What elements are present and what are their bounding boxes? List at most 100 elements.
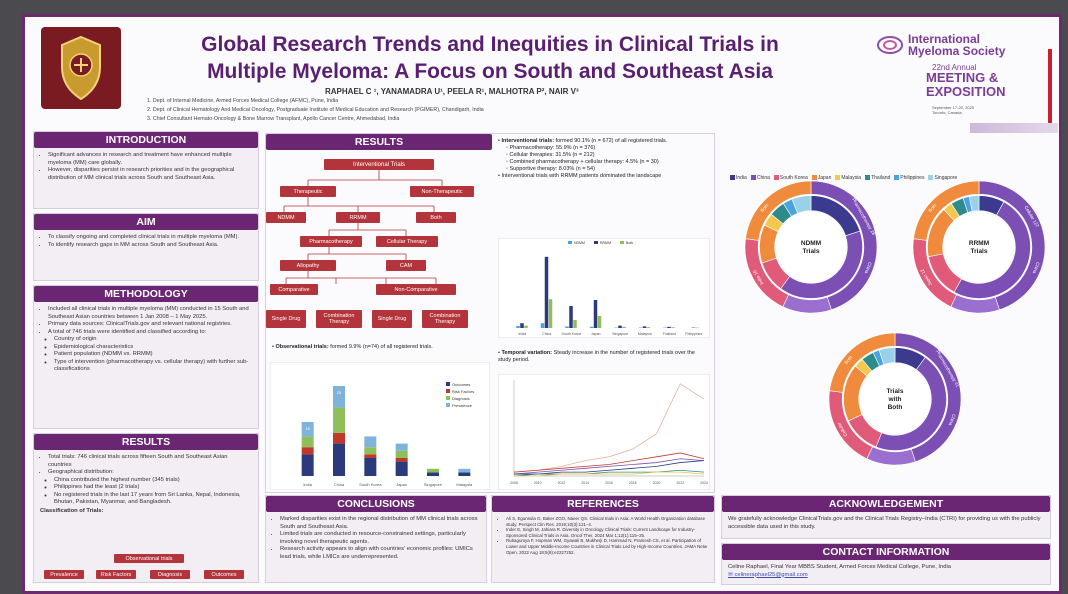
line-tick-2014: 2014 (581, 481, 589, 485)
rrmm-center (944, 212, 1014, 282)
obs-risk-factors: Risk Factors (96, 570, 136, 579)
obs-diagnosis: Diagnosis (150, 570, 190, 579)
results-mid-section: RESULTS Interventional Trials Therapeuti… (265, 133, 715, 493)
int-bar-China-RRMM (545, 257, 549, 328)
flow-interventional: Interventional Trials (324, 159, 434, 170)
int-legend-Both: Both (626, 241, 633, 245)
int-bar-Malaysia-RRMM (643, 326, 647, 328)
obs-bar-South Korea-Risk Factors (364, 454, 376, 458)
temporal-label: Temporal variation: (501, 350, 552, 356)
results-left-heading: RESULTS (34, 434, 258, 450)
obs-bar-Malaysia-Outcomes (458, 472, 470, 476)
obs-trials-box: Observational trials (114, 554, 184, 563)
line-tick-2024: 2024 (700, 481, 708, 485)
line-tick-2010: 2010 (534, 481, 542, 485)
int-bar-Singapore-Both (622, 327, 626, 328)
results-bullet-1: Total trials: 746 clinical trials across… (48, 454, 252, 469)
rrmm-center-label: Trials (971, 248, 988, 255)
int-bar-China-Both (549, 299, 553, 328)
int-bar-Japan-Both (598, 316, 602, 328)
int-legend-NDMM: NDMM (574, 241, 585, 245)
int-tick-Philippines: Philippines (685, 332, 702, 336)
interv-sub-2: ◦ Cellular therapies: 31.5% (n = 212) (506, 152, 708, 159)
authors: RAPHAEL C ¹, YANAMADRA U¹, PEELA R¹, MAL… (325, 87, 579, 96)
ndmm-center-label: NDMM (801, 240, 821, 247)
conference-meeting: MEETING & EXPOSITION (926, 71, 1005, 99)
aim-heading: AIM (34, 214, 258, 230)
flow-rrmm: RRMM (336, 212, 380, 223)
flow-pharmacotherapy: Pharmacotherapy (300, 236, 362, 247)
introduction-section: INTRODUCTION Significant advances in res… (33, 131, 259, 209)
contact-email-link[interactable]: ✉ celineraphael25@gmail.com (728, 572, 1044, 580)
contact-line-1: Celine Raphael, Final Year MBBS Student,… (728, 564, 1044, 572)
obs-label: Observational trials: (275, 344, 328, 350)
affiliation-2: 2. Dept. of Clinical Hematology And Medi… (147, 106, 484, 115)
method-sub-3: Patient population (NDMM vs. RRMM) (54, 351, 252, 359)
poster-title: Global Research Trends and Inequities in… (130, 31, 850, 85)
interv-note: • Interventional trials with RRMM patien… (498, 173, 708, 180)
int-legend-swatch-RRMM (594, 241, 598, 244)
method-bullet-1: Included all clinical trials in multiple… (48, 306, 252, 321)
conference-org: International Myeloma Society (908, 33, 1005, 57)
obs-bar-Japan-Diagnosis (396, 451, 408, 458)
obs-bar-India-Diagnosis (302, 436, 314, 447)
obs-tick-Malaysia: Malaysia (456, 482, 473, 487)
affiliation-1: 1. Dept. of Internal Medicine, Armed For… (147, 97, 484, 106)
flow-ndmm: NDMM (266, 212, 306, 223)
obs-bar-Japan-Outcomes (396, 462, 408, 476)
intro-bullet-1: Significant advances in research and tre… (48, 152, 252, 167)
org-line-2: Myeloma Society (908, 45, 1005, 57)
intro-bullet-2: However, disparities persist in research… (48, 167, 252, 182)
ims-swirl-icon (876, 35, 904, 55)
int-bar-Singapore-RRMM (618, 326, 622, 328)
int-bar-India-Both (524, 326, 528, 328)
int-tick-India: India (518, 332, 526, 336)
geo-1: China contributed the highest number (34… (54, 477, 252, 485)
int-tick-Malaysia: Malaysia (638, 332, 652, 336)
geo-3: No registered trials in the last 17 year… (54, 492, 252, 507)
obs-value: formed 9.9% (n=74) of all registered tri… (330, 344, 433, 350)
flow-single-drug-1: Single Drug (266, 310, 306, 328)
flow-cam: CAM (386, 260, 426, 271)
obs-bar-South Korea-Prevalence (364, 436, 376, 447)
reference-2: Inder E, Singh M, Jahiara R. Diversity i… (506, 527, 708, 538)
interv-value: formed 90.1% (n = 672) of all registered… (556, 138, 668, 144)
classification-label: Classification of Trials: (40, 508, 252, 516)
line-tick-2022: 2022 (676, 481, 684, 485)
aim-bullet-1: To classify ongoing and completed clinic… (48, 234, 252, 242)
contact-heading: CONTACT INFORMATION (722, 544, 1050, 560)
obs-bar-China-Risk Factors (333, 433, 345, 444)
obs-bar-Singapore-Outcomes (427, 472, 439, 476)
obs-trials-text: • Observational trials: formed 9.9% (n=7… (272, 344, 486, 351)
conclusions-section: CONCLUSIONS Marked disparities exist in … (265, 495, 487, 583)
int-legend-swatch-Both (620, 241, 624, 244)
obs-legend-swatch-Outcomes (446, 382, 450, 386)
flow-combination-2: Combination Therapy (422, 310, 468, 328)
int-bar-South Korea-Both (573, 320, 577, 328)
obs-tick-India: India (303, 482, 312, 487)
both-center-label: Trials (887, 388, 904, 395)
contact-section: CONTACT INFORMATION Celine Raphael, Fina… (721, 543, 1051, 585)
int-bar-Japan-RRMM (594, 300, 598, 328)
int-bar-Thailand-Both (671, 327, 675, 328)
results-left-section: RESULTS Total trials: 746 clinical trial… (33, 433, 259, 583)
methodology-section: METHODOLOGY Included all clinical trials… (33, 285, 259, 429)
obs-legend-swatch-Diagnosis (446, 396, 450, 400)
aim-bullet-2: To identify research gaps in MM across S… (48, 242, 252, 250)
obs-legend-Diagnosis: Diagnosis (452, 396, 470, 401)
poster: Global Research Trends and Inequities in… (22, 14, 1062, 594)
temporal-text: • Temporal variation: Steady increase in… (498, 350, 708, 364)
int-bar-China-NDMM (541, 323, 545, 328)
references-heading: REFERENCES (492, 496, 714, 512)
acknowledgement-section: ACKNOWLEDGEMENT We gratefully acknowledg… (721, 495, 1051, 539)
conclusion-3: Research activity appears to align with … (280, 546, 480, 561)
obs-data-label-China: 25 (337, 390, 342, 395)
int-chart-bg (498, 238, 710, 338)
obs-legend-swatch-Prevalence (446, 403, 450, 407)
conclusion-2: Limited trials are conducted in resource… (280, 531, 480, 546)
line-tick-2008: 2008 (510, 481, 518, 485)
obs-bar-India-Risk Factors (302, 447, 314, 454)
conference-date: September 17-20, 2025 Toronto, Canada (932, 105, 974, 115)
